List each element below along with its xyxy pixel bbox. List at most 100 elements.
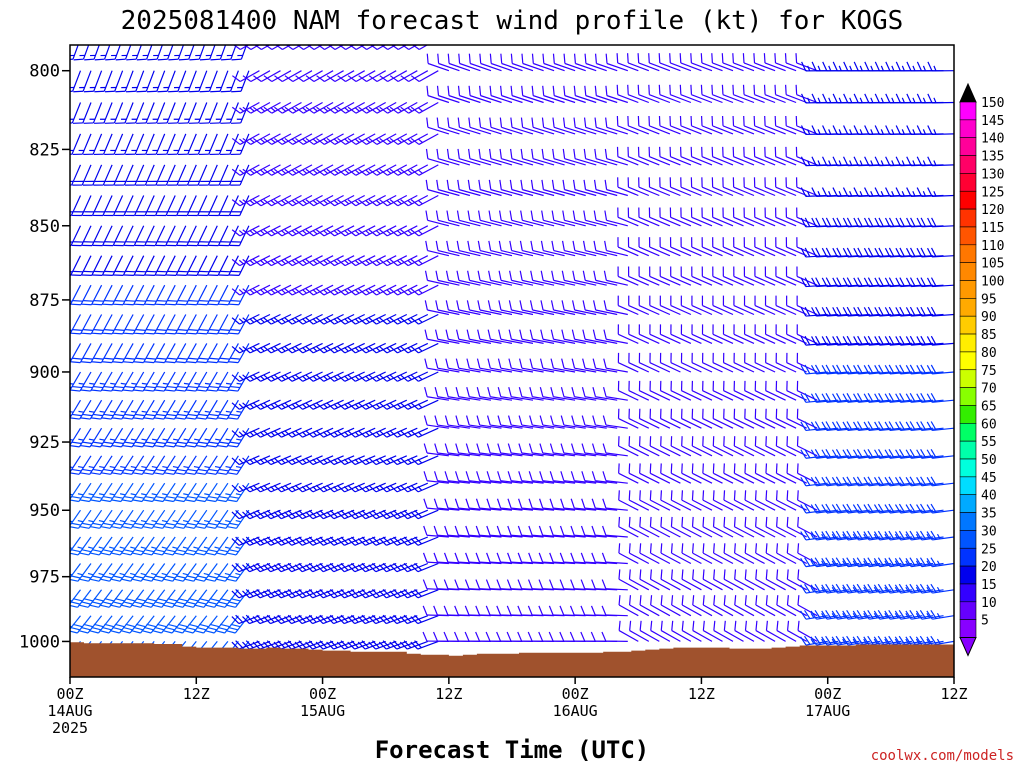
wind-barb: [842, 476, 870, 487]
wind-barb: [743, 324, 765, 344]
wind-barb: [702, 490, 723, 511]
wind-barb: [507, 471, 534, 484]
wind-barb: [174, 509, 197, 529]
x-tick-label: 12Z: [940, 685, 967, 703]
wind-barb: [852, 503, 881, 514]
wind-barb: [208, 195, 229, 217]
wind-barb: [691, 352, 713, 373]
chart-title: 2025081400 NAM forecast wind profile (kt…: [121, 6, 904, 36]
wind-barb: [786, 595, 807, 617]
wind-barb: [670, 543, 692, 565]
wind-barb: [649, 436, 671, 457]
wind-barb: [628, 490, 650, 511]
wind-barb: [927, 61, 954, 72]
wind-barb: [765, 516, 786, 538]
wind-barb: [175, 371, 197, 392]
wind-barb: [573, 85, 597, 104]
wind-barb: [70, 455, 92, 475]
wind-barb: [660, 569, 681, 591]
wind-barb: [216, 509, 239, 529]
colorbar-swatch: [959, 208, 977, 228]
wind-barb: [326, 70, 355, 83]
wind-barb: [670, 408, 692, 429]
wind-barb: [488, 210, 513, 227]
wind-barb: [563, 85, 586, 104]
credit-text[interactable]: coolwx.com/models: [871, 748, 1014, 764]
wind-barb: [295, 45, 323, 51]
wind-barb: [701, 177, 723, 197]
wind-barb: [753, 146, 776, 166]
wind-barb: [754, 380, 776, 401]
wind-barb: [528, 552, 555, 565]
wind-barb: [916, 364, 944, 375]
wind-barb: [832, 393, 860, 403]
wind-barb: [916, 421, 944, 432]
x-tick-label: 14AUG: [47, 702, 92, 720]
wind-barb: [659, 266, 681, 286]
wind-barb: [618, 516, 639, 538]
wind-barb: [168, 70, 187, 93]
wind-barb: [132, 455, 155, 475]
wind-barb: [90, 427, 113, 448]
wind-barb: [874, 449, 902, 459]
wind-barb: [669, 177, 692, 197]
wind-barb: [378, 509, 408, 520]
wind-barb: [125, 133, 145, 156]
wind-barb: [90, 455, 113, 475]
wind-barb: [231, 614, 260, 625]
wind-barb: [583, 210, 607, 227]
colorbar-swatch: [959, 351, 977, 371]
wind-barb: [78, 615, 103, 634]
wind-barb: [110, 589, 134, 608]
wind-barb: [73, 45, 92, 61]
colorbar-swatch: [959, 476, 977, 496]
wind-barb: [628, 352, 650, 373]
wind-barb: [648, 84, 671, 104]
wind-barb: [692, 620, 713, 642]
wind-barb: [669, 116, 692, 135]
wind-barb: [231, 164, 260, 176]
wind-barb: [468, 117, 492, 135]
wind-barb: [810, 393, 839, 403]
wind-barb: [358, 45, 387, 51]
wind-barb: [195, 482, 218, 503]
wind-barb: [496, 552, 523, 565]
wind-barb: [638, 352, 660, 373]
wind-barb: [765, 569, 786, 591]
wind-barb: [639, 620, 660, 642]
wind-barb: [649, 380, 671, 401]
wind-barb: [810, 476, 839, 487]
wind-barb: [389, 371, 418, 382]
wind-barb: [368, 194, 397, 207]
wind-barb: [295, 101, 323, 114]
x-tick-label: 16AUG: [553, 702, 598, 720]
wind-barb: [92, 284, 113, 306]
colorbar-label: 75: [981, 364, 997, 379]
wind-barb: [120, 563, 145, 582]
wind-barb: [700, 84, 723, 104]
wind-barb: [220, 102, 239, 124]
wind-barb: [732, 177, 755, 197]
wind-barb: [531, 117, 555, 135]
wind-barb: [916, 335, 944, 346]
wind-barb: [926, 335, 954, 346]
wind-barb: [926, 393, 954, 403]
wind-barb: [649, 490, 671, 511]
wind-barb: [252, 371, 281, 382]
wind-barb: [263, 133, 292, 145]
wind-barb: [399, 427, 429, 438]
wind-barb: [571, 329, 597, 344]
wind-barb: [368, 640, 397, 650]
wind-barb: [151, 615, 176, 634]
wind-barb: [99, 615, 124, 634]
colorbar-label: 30: [981, 524, 997, 539]
wind-barb: [712, 463, 734, 484]
wind-barb: [550, 358, 576, 373]
wind-barb: [561, 329, 586, 344]
wind-barb: [176, 225, 197, 247]
wind-barb: [102, 255, 124, 277]
wind-barb: [284, 589, 313, 599]
wind-barb: [136, 102, 155, 124]
wind-barb: [810, 421, 839, 432]
wind-barb: [617, 324, 639, 344]
